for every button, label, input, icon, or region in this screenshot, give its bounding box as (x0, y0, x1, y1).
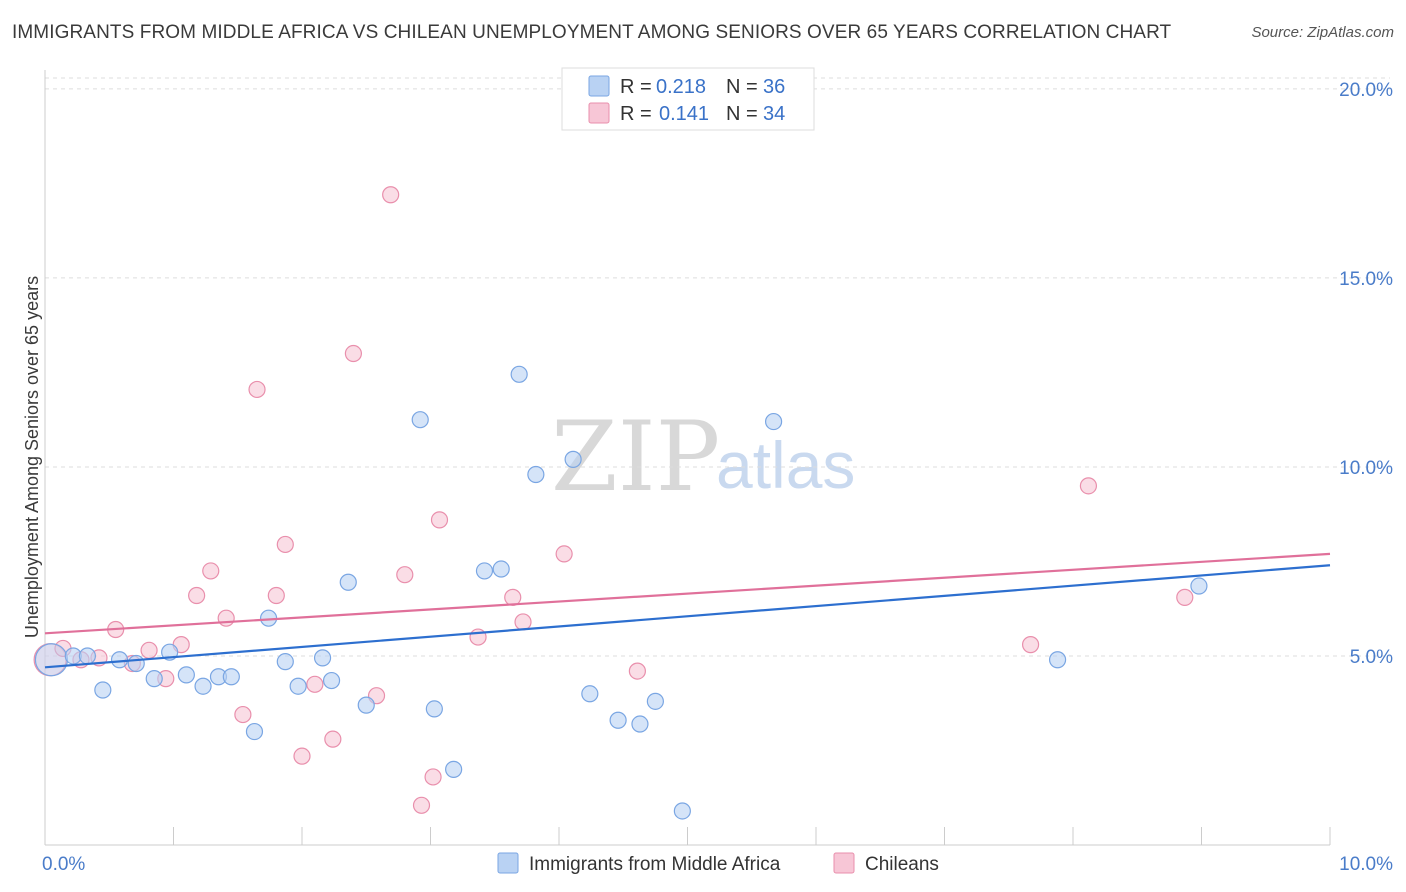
chileans-point (306, 675, 324, 693)
trend-lines (44, 552, 1331, 669)
middle-africa-point (194, 677, 212, 695)
chileans-trend-line (44, 552, 1331, 635)
middle-africa-point (145, 670, 163, 688)
middle-africa-point (527, 465, 545, 484)
chart-source: Source: ZipAtlas.com (1251, 24, 1394, 41)
middle-africa-point (94, 681, 112, 699)
middle-africa-point (222, 668, 240, 686)
y-tick-label: 15.0% (1339, 269, 1393, 290)
chileans-point (217, 609, 235, 627)
middle-africa-point (411, 411, 429, 429)
x-tick-labels: 0.0% 10.0% (42, 854, 1393, 875)
chileans-point (293, 747, 311, 765)
chileans-point (1021, 636, 1040, 654)
middle-africa-point (245, 722, 264, 741)
legend-n-label: N = (726, 76, 758, 98)
middle-africa-point (764, 412, 783, 431)
middle-africa-point (510, 365, 528, 383)
middle-africa-point (177, 666, 195, 684)
series-swatch-pink (833, 852, 855, 874)
legend-n-value: 34 (763, 103, 785, 125)
chileans-point (267, 586, 285, 605)
middle-africa-point (631, 715, 649, 733)
series-label-middle-africa: Immigrants from Middle Africa (529, 854, 781, 875)
chileans-point (1079, 477, 1098, 495)
x-tick-label: 0.0% (42, 854, 85, 875)
legend-swatch-blue (588, 75, 610, 97)
chileans-point (555, 545, 573, 563)
middle-africa-point (289, 677, 307, 695)
chileans-point (344, 344, 362, 363)
middle-africa-point (445, 760, 463, 778)
middle-africa-point (646, 692, 664, 710)
chileans-point (382, 186, 400, 204)
chileans-point (1176, 588, 1194, 606)
legend-n-value: 36 (763, 76, 785, 98)
series-label-chileans: Chileans (865, 854, 939, 875)
middle-africa-point (1190, 577, 1208, 595)
legend-r-value: 0.218 (656, 76, 706, 98)
chileans-point (396, 566, 414, 584)
x-tick-label: 10.0% (1339, 854, 1393, 875)
chileans-point (276, 535, 294, 554)
middle-africa-point (357, 696, 375, 714)
y-axis-label: Unemployment Among Seniors over 65 years (22, 276, 42, 638)
grid (45, 77, 1390, 657)
middle-africa-point (475, 562, 494, 580)
chileans-point (188, 586, 206, 605)
legend-r-value: 0.141 (659, 103, 709, 125)
middle-africa-point (673, 802, 691, 820)
middle-africa-point (127, 654, 145, 673)
series-legend: Immigrants from Middle Africa Chileans (497, 852, 939, 875)
legend-n-label: N = (726, 103, 758, 125)
middle-africa-point (564, 450, 582, 468)
y-tick-labels: 5.0% 10.0% 15.0% 20.0% (1339, 80, 1393, 668)
middle-africa-point (609, 711, 627, 729)
middle-africa-point (313, 649, 332, 667)
chileans-point (248, 380, 266, 399)
legend-r-label: R = (620, 103, 652, 125)
middle-africa-point (581, 685, 599, 703)
y-tick-label: 10.0% (1339, 458, 1393, 479)
chileans-point (140, 641, 158, 659)
y-tick-label: 5.0% (1350, 647, 1393, 668)
chileans-point (424, 768, 442, 786)
chileans-point (202, 562, 220, 580)
middle-africa-points (34, 365, 1208, 820)
chileans-point (324, 730, 342, 748)
middle-africa-point (276, 653, 294, 671)
legend: R = 0.218 N = 36 R = 0.141 N = 34 (561, 67, 815, 131)
middle-africa-point (1048, 651, 1067, 669)
middle-africa-point (34, 643, 69, 677)
axes (44, 70, 1331, 846)
middle-africa-trend-line (44, 564, 1331, 669)
middle-africa-point (322, 671, 341, 690)
chileans-point (514, 613, 532, 631)
chart-title: IMMIGRANTS FROM MIDDLE AFRICA VS CHILEAN… (12, 22, 1172, 43)
legend-r-label: R = (620, 76, 652, 98)
middle-africa-point (425, 700, 443, 718)
legend-swatch-pink (588, 102, 610, 124)
middle-africa-point (492, 560, 510, 578)
chileans-point (412, 796, 431, 814)
watermark-atlas: atlas (716, 428, 855, 502)
watermark: ZIP atlas (551, 401, 855, 513)
middle-africa-point (78, 647, 97, 665)
middle-africa-point (339, 573, 357, 591)
series-swatch-blue (497, 852, 519, 874)
chileans-point (234, 705, 252, 724)
chileans-point (430, 511, 449, 529)
y-tick-label: 20.0% (1339, 80, 1393, 101)
chileans-point (628, 662, 646, 680)
middle-africa-point (110, 651, 129, 669)
